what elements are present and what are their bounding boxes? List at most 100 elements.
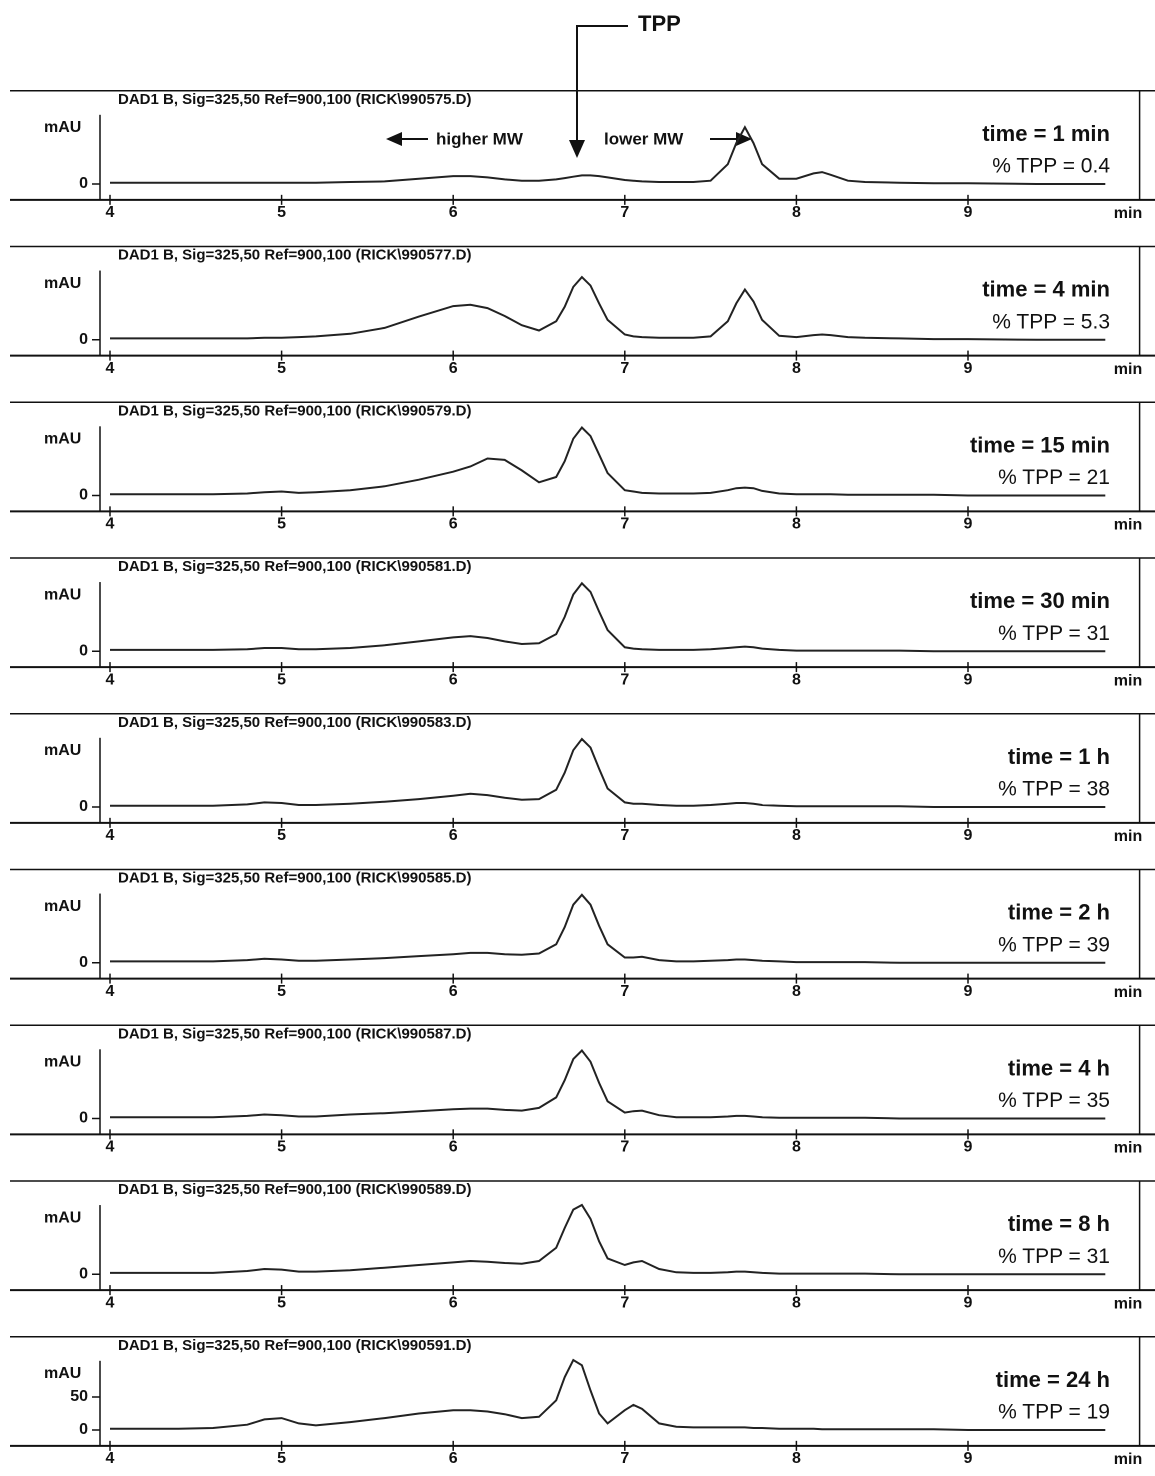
x-tick-label: 6 xyxy=(449,983,458,1000)
time-label: time = 4 h xyxy=(1008,1055,1110,1080)
x-tick-label: 9 xyxy=(964,360,973,377)
x-tick-label: 5 xyxy=(277,671,286,688)
time-label: time = 30 min xyxy=(970,588,1110,613)
x-tick-label: 5 xyxy=(277,1139,286,1156)
x-axis-label: min xyxy=(1114,517,1142,534)
x-tick-label: 7 xyxy=(620,671,629,688)
y-axis-label: mAU xyxy=(44,431,81,448)
y-axis-label: mAU xyxy=(44,742,81,759)
x-tick-label: 4 xyxy=(106,360,115,377)
y-tick-label: 0 xyxy=(79,1421,88,1438)
x-axis-label: min xyxy=(1114,361,1142,378)
tpp-label: % TPP = 0.4 xyxy=(992,155,1110,178)
x-tick-label: 6 xyxy=(449,360,458,377)
x-tick-label: 8 xyxy=(792,204,801,221)
higher-mw-arrowhead xyxy=(386,132,402,146)
x-tick-label: 6 xyxy=(449,1294,458,1311)
x-tick-label: 4 xyxy=(106,516,115,533)
x-tick-label: 4 xyxy=(106,827,115,844)
x-tick-label: 7 xyxy=(620,1294,629,1311)
x-tick-label: 5 xyxy=(277,1450,286,1467)
panel-title: DAD1 B, Sig=325,50 Ref=900,100 (RICK\990… xyxy=(118,870,472,887)
x-tick-label: 9 xyxy=(964,671,973,688)
x-tick-label: 8 xyxy=(792,1294,801,1311)
tpp-label: % TPP = 5.3 xyxy=(992,310,1110,333)
x-tick-label: 9 xyxy=(964,516,973,533)
trace xyxy=(110,893,1106,964)
time-label: time = 24 h xyxy=(996,1367,1110,1392)
panel-title: DAD1 B, Sig=325,50 Ref=900,100 (RICK\990… xyxy=(118,558,472,575)
x-tick-label: 4 xyxy=(106,1450,115,1467)
x-tick-label: 6 xyxy=(449,1139,458,1156)
y-axis-label: mAU xyxy=(44,586,81,603)
panel-title: DAD1 B, Sig=325,50 Ref=900,100 (RICK\990… xyxy=(118,1025,472,1042)
y-tick-label: 0 xyxy=(79,331,88,348)
x-tick-label: 9 xyxy=(964,1294,973,1311)
time-label: time = 15 min xyxy=(970,432,1110,457)
x-tick-label: 9 xyxy=(964,1139,973,1156)
y-tick-label: 0 xyxy=(79,175,88,192)
x-tick-label: 8 xyxy=(792,983,801,1000)
panel-title: DAD1 B, Sig=325,50 Ref=900,100 (RICK\990… xyxy=(118,1181,472,1198)
y-axis-label: mAU xyxy=(44,1054,81,1071)
x-tick-label: 7 xyxy=(620,1450,629,1467)
x-axis-label: min xyxy=(1114,1451,1142,1468)
x-tick-label: 5 xyxy=(277,827,286,844)
tpp-label: % TPP = 19 xyxy=(998,1401,1110,1424)
x-tick-label: 6 xyxy=(449,827,458,844)
x-tick-label: 5 xyxy=(277,516,286,533)
tpp-arrowhead xyxy=(569,140,585,158)
x-tick-label: 9 xyxy=(964,827,973,844)
y-tick-label: 0 xyxy=(79,642,88,659)
y-tick-label: 0 xyxy=(79,954,88,971)
tpp-header: TPP xyxy=(638,11,681,36)
trace xyxy=(110,1203,1106,1276)
y-tick-label: 0 xyxy=(79,487,88,504)
trace xyxy=(110,581,1106,653)
x-tick-label: 4 xyxy=(106,983,115,1000)
panel-title: DAD1 B, Sig=325,50 Ref=900,100 (RICK\990… xyxy=(118,402,472,419)
x-tick-label: 5 xyxy=(277,360,286,377)
x-tick-label: 9 xyxy=(964,1450,973,1467)
time-label: time = 8 h xyxy=(1008,1211,1110,1236)
x-tick-label: 7 xyxy=(620,983,629,1000)
x-tick-label: 7 xyxy=(620,204,629,221)
trace xyxy=(110,425,1106,497)
x-tick-label: 7 xyxy=(620,516,629,533)
x-tick-label: 8 xyxy=(792,1450,801,1467)
tpp-label: % TPP = 31 xyxy=(998,1245,1110,1268)
tpp-label: % TPP = 35 xyxy=(998,1089,1110,1112)
x-tick-label: 5 xyxy=(277,1294,286,1311)
x-tick-label: 7 xyxy=(620,827,629,844)
y-axis-label: mAU xyxy=(44,1365,81,1382)
time-label: time = 2 h xyxy=(1008,900,1110,925)
x-tick-label: 8 xyxy=(792,1139,801,1156)
y-axis-label: mAU xyxy=(44,1209,81,1226)
trace xyxy=(110,737,1106,808)
x-tick-label: 8 xyxy=(792,360,801,377)
panel-title: DAD1 B, Sig=325,50 Ref=900,100 (RICK\990… xyxy=(118,1337,472,1354)
trace xyxy=(110,125,1106,185)
time-label: time = 4 min xyxy=(982,277,1110,302)
x-tick-label: 4 xyxy=(106,1139,115,1156)
x-tick-label: 5 xyxy=(277,983,286,1000)
y-axis-label: mAU xyxy=(44,275,81,292)
x-axis-label: min xyxy=(1114,1295,1142,1312)
tpp-arrow xyxy=(576,25,628,148)
trace xyxy=(110,275,1106,341)
x-tick-label: 6 xyxy=(449,671,458,688)
x-tick-label: 8 xyxy=(792,516,801,533)
x-tick-label: 5 xyxy=(277,204,286,221)
x-tick-label: 9 xyxy=(964,983,973,1000)
y-tick-label: 50 xyxy=(70,1388,88,1405)
panel-title: DAD1 B, Sig=325,50 Ref=900,100 (RICK\990… xyxy=(118,714,472,731)
x-axis-label: min xyxy=(1114,1140,1142,1157)
panel-title: DAD1 B, Sig=325,50 Ref=900,100 (RICK\990… xyxy=(118,91,472,108)
trace xyxy=(110,1048,1106,1120)
tpp-label: % TPP = 39 xyxy=(998,933,1110,956)
tpp-label: % TPP = 21 xyxy=(998,466,1110,489)
x-tick-label: 4 xyxy=(106,671,115,688)
x-tick-label: 8 xyxy=(792,827,801,844)
time-label: time = 1 h xyxy=(1008,744,1110,769)
